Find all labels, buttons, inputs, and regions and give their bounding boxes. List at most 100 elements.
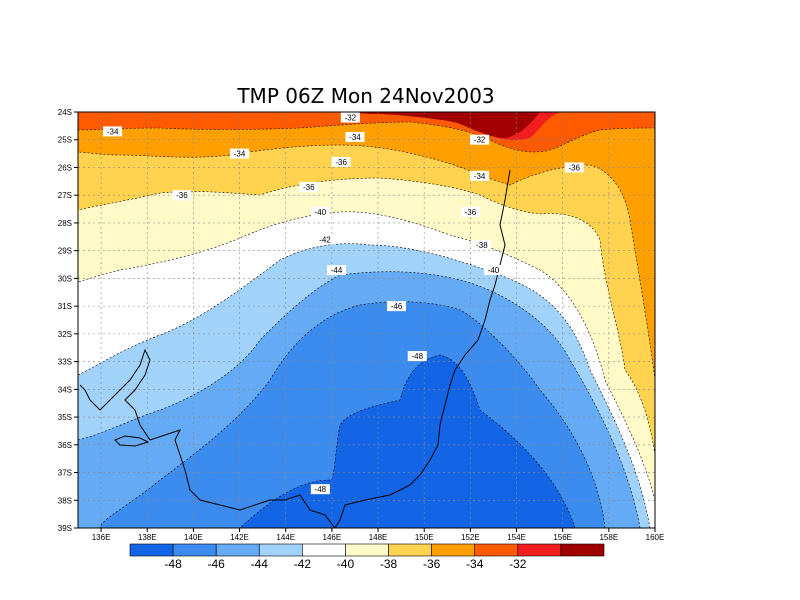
contour-label: -38 [472,240,492,251]
contour-label-text: -34 [474,172,486,181]
contour-label: -36 [299,181,319,192]
contour-label: -42 [315,234,335,245]
contour-label: -36 [460,206,480,217]
colorbar-label: -42 [294,557,312,571]
contour-label-bg [230,148,250,159]
colorbar-segment [431,543,476,557]
contour-label: -34 [103,126,123,137]
contour-label-text: -48 [315,485,327,494]
lon-tick-label: 148E [369,533,388,542]
lon-tick-label: 142E [230,533,249,542]
lon-tick-label: 156E [553,533,572,542]
contour-label-text: -40 [488,266,500,275]
contour-40 [78,243,651,528]
contour-label-text: -36 [465,208,477,217]
contour-label-text: -32 [474,136,486,145]
colorbar-segment [129,543,174,557]
band-34 [78,112,655,380]
lat-tick-label: 32S [58,330,72,339]
contour-label-text: -34 [349,133,361,142]
contour-label-bg [326,265,346,276]
contour-label: -48 [407,351,427,362]
contour-label-bg [345,131,365,142]
colorbar-label: -40 [337,557,355,571]
colorbar-segment [172,543,217,557]
contour-label-bg [407,351,427,362]
lat-tick-label: 34S [58,385,72,394]
colorbar-segment [345,543,389,557]
contour-label-text: -38 [476,241,488,250]
lon-tick-label: 158E [599,533,618,542]
coastline-australia [334,169,511,528]
contour-label-text: -36 [335,158,347,167]
longitude-axis: 136E 138E 140E 142E 144E 146E 148E 150E 152E 154E… [92,528,664,542]
contour-32 [78,121,655,153]
contour-label-text: -40 [315,208,327,217]
colorbar-segment [215,543,260,557]
contour-label-text: -36 [176,191,188,200]
contour-label: -40 [310,206,330,217]
band-38 [78,112,655,528]
contour-label-text: -46 [391,302,403,311]
lon-tick-label: 140E [184,533,203,542]
lon-tick-label: 144E [276,533,295,542]
colorbar-label: -48 [164,557,182,571]
colorbar-label: -38 [380,557,398,571]
contour-label: -36 [172,190,192,201]
gridlines [78,112,655,528]
coastline [79,169,511,528]
contour-label: -34 [345,131,365,142]
lat-tick-label: 38S [58,496,72,505]
contour-labels: -32 -32 -34 -34 -34 -34 -36 -36 -36 -36 -36 -38 -40 -… [103,112,584,495]
contour-label-bg [472,240,492,251]
lat-tick-label: 26S [58,163,72,172]
colorbar-label: -32 [509,557,527,571]
band-gt-30 [350,112,540,138]
band-36 [78,112,655,455]
contour-label-text: -42 [319,236,331,245]
lat-tick-label: 24S [58,108,72,117]
colorbar-segment [388,543,432,557]
contour-label-bg [387,301,407,312]
contour-label-text: -36 [568,163,580,172]
lat-tick-label: 33S [58,358,72,367]
plot-frame [77,111,656,529]
map-title: TMP 06Z Mon 24Nov2003 [236,84,494,108]
contour-label: -34 [230,148,250,159]
lat-tick-label: 28S [58,219,72,228]
contour-label-bg [172,190,192,201]
contour-label-text: -34 [234,150,246,159]
contour-label-bg [564,162,584,173]
colorbar-label: -44 [251,557,269,571]
contour-label: -32 [340,112,360,123]
lat-tick-label: 29S [58,247,72,256]
contour-lines [78,121,655,528]
lat-tick-label: 25S [58,136,72,145]
lon-tick-label: 154E [507,533,526,542]
colorbar-segment [258,543,303,557]
lat-tick-label: 35S [58,413,72,422]
contour-46 [239,354,576,528]
contour-label-text: -36 [303,183,315,192]
lon-tick-label: 146E [323,533,342,542]
lon-tick-label: 150E [415,533,434,542]
colorbar-segment [474,543,519,557]
contour-label: -44 [326,265,346,276]
latitude-axis: 24S 25S 26S 27S 28S 29S 30S 31S 32S 33S 34S 35S 36S 3… [58,108,78,533]
colorbar-label: -46 [208,557,226,571]
lat-tick-label: 37S [58,469,72,478]
lat-tick-label: 27S [58,191,72,200]
lon-tick-label: 138E [138,533,157,542]
contour-label: -40 [483,265,503,276]
lon-tick-label: 152E [461,533,480,542]
contour-label: -36 [331,156,351,167]
contour-34 [78,144,655,381]
contour-label-bg [103,126,123,137]
colorbar-segment [560,543,605,557]
temperature-field [78,112,655,528]
lat-tick-label: 36S [58,441,72,450]
colorbar-label: -34 [466,557,484,571]
contour-label: -48 [310,484,330,495]
contour-label-bg [331,156,351,167]
